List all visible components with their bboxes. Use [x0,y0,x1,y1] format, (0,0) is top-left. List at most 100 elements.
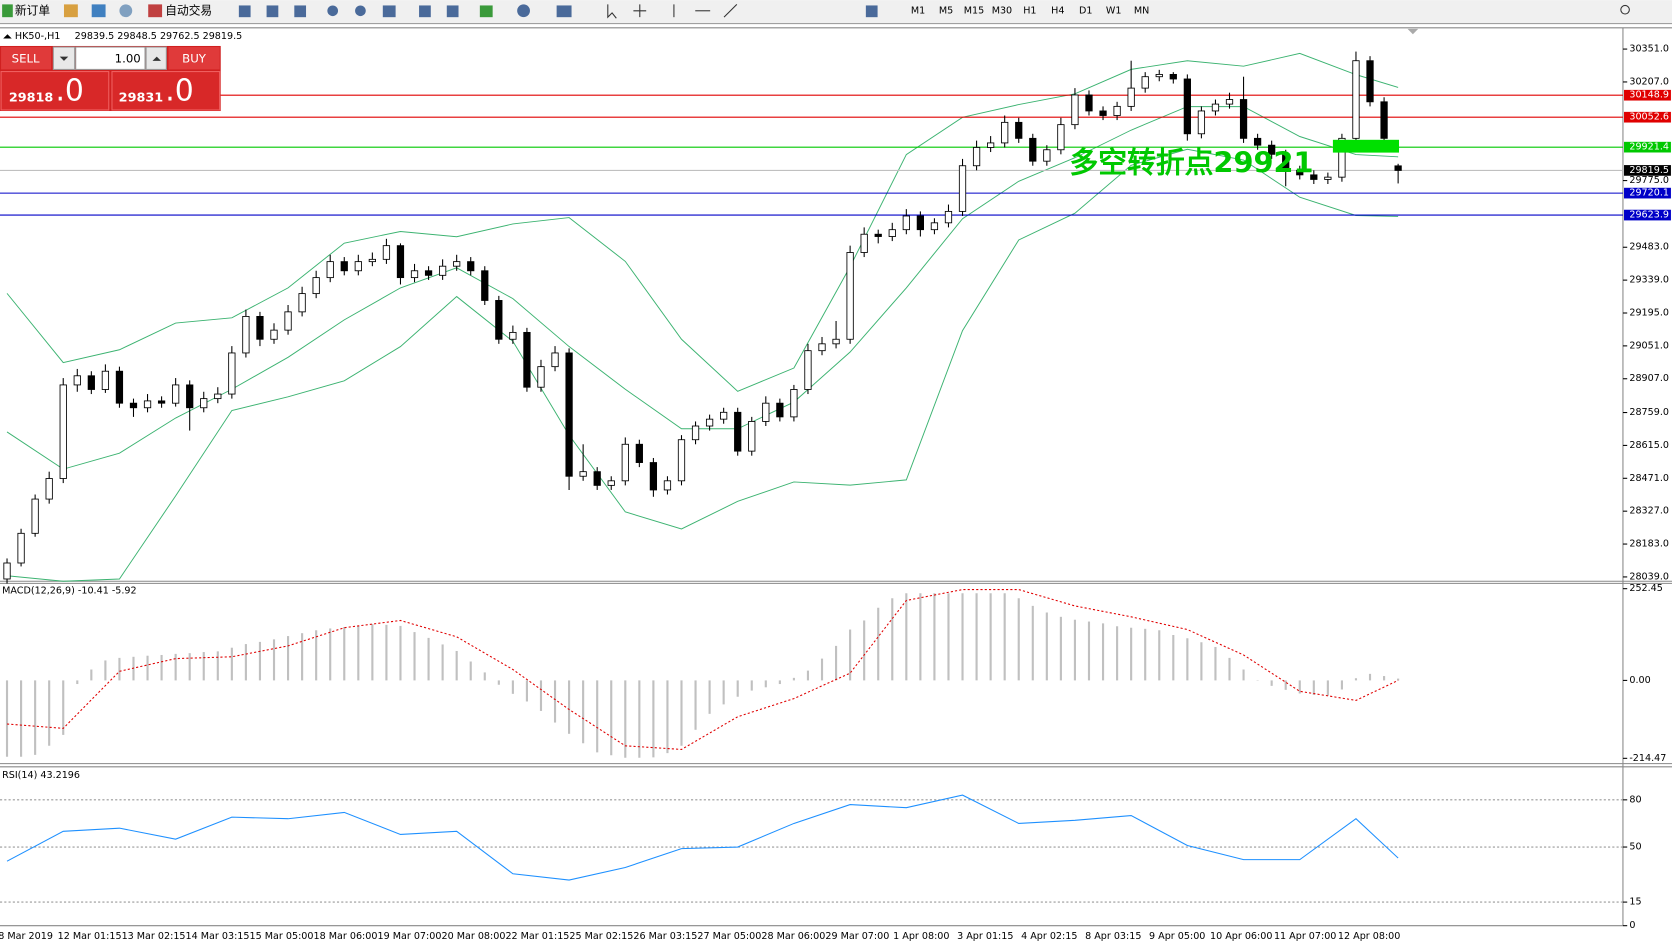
candle-body [1225,99,1234,105]
x-tick-label: 20 Mar 08:00 [441,931,505,942]
candle-body [1127,87,1135,107]
candle-body [705,418,714,427]
bid-frac[interactable]: .0 [55,73,83,108]
y-tick-label: 29339.0 [1629,275,1669,286]
candle-body [1057,124,1065,151]
icon[interactable] [63,4,78,18]
icon[interactable] [865,5,878,18]
lot-value[interactable]: 1.00 [115,51,141,65]
candle-body [101,370,110,390]
lot-input[interactable] [75,46,146,70]
icon[interactable] [446,5,459,18]
candle-body [874,233,882,237]
buy-button[interactable] [168,47,220,70]
new-order-icon[interactable] [2,4,13,18]
sell-button[interactable] [1,47,52,70]
candle-body [31,498,39,534]
buy-label[interactable]: BUY [182,51,207,65]
toolbar [0,0,1672,24]
price-level-label: 30148.9 [1629,90,1669,101]
icon[interactable] [723,4,738,18]
candle-body [987,142,995,148]
price-level-label: 29720.1 [1629,188,1669,199]
candle-body [129,402,138,409]
candle-body [438,265,447,276]
icon[interactable] [419,5,431,18]
bollinger-upper [6,52,1399,392]
icon[interactable] [479,5,493,18]
timeframe-button[interactable]: W1 [1106,5,1122,16]
candle-body [677,439,686,482]
price-level-tag [1624,209,1671,221]
timeframe-button[interactable]: M30 [992,5,1012,16]
ask-frac[interactable]: .0 [165,73,193,108]
y-tick-label: 0.00 [1629,675,1650,686]
rsi-title: RSI(14) 43.2196 [2,770,80,781]
candle-body [172,384,180,404]
macd-signal [6,589,1399,750]
bollinger-lower [6,148,1399,582]
price-level-label: 29921.4 [1629,142,1669,153]
candle-body [1239,99,1248,139]
candle-body [523,331,531,388]
candle-body [1310,174,1318,180]
timeframe-button[interactable]: H1 [1023,5,1036,16]
icon[interactable] [294,5,307,18]
candle-body [3,562,11,580]
candle-body [1001,121,1009,144]
candle-body [186,384,194,409]
candle-body [410,270,419,279]
icon[interactable] [327,5,339,17]
icon[interactable] [119,4,133,18]
annotation: 多空转折点29921 [1070,145,1314,179]
pivot-marker [1332,139,1400,153]
icon[interactable] [91,4,106,18]
candle-body [45,478,53,500]
icon[interactable] [382,5,396,18]
timeframe-button[interactable]: MN [1134,5,1149,16]
candle-body [944,210,953,224]
candle-body [663,480,672,491]
icon[interactable] [238,5,251,18]
new-order-button[interactable]: 新订单 [15,3,50,17]
candle-body [635,443,643,463]
macd-title: MACD(12,26,9) -10.41 -5.92 [2,585,137,596]
icon[interactable] [355,5,366,17]
timeframe-button[interactable]: D1 [1079,5,1092,16]
x-tick-label: 19 Mar 07:00 [377,931,441,942]
timeframe-button[interactable]: H4 [1051,5,1064,16]
y-tick-label: 0 [1629,920,1635,931]
ask-main[interactable]: 29831 [119,91,164,106]
auto-trade-button[interactable]: 自动交易 [165,3,212,17]
candle-body [382,245,391,260]
last-price-label: 29819.5 [1629,165,1669,176]
candle-body [1253,137,1262,146]
x-tick-label: 12 Mar 01:15 [58,931,122,942]
buy-price-box[interactable] [111,71,221,111]
icon[interactable] [517,4,530,18]
collapse-icon [3,34,12,39]
candle-body [607,480,615,486]
candle-body [972,147,981,167]
y-tick-label: 28471.0 [1629,473,1669,484]
icon[interactable] [266,5,279,18]
y-tick-label: 28615.0 [1629,440,1669,451]
x-tick-label: 9 Apr 05:00 [1149,931,1205,942]
auto-trade-icon[interactable] [148,4,163,18]
search-icon[interactable] [1620,4,1630,15]
icon[interactable] [633,4,647,18]
last-price-tag [1624,165,1671,176]
icon[interactable] [556,5,572,18]
sell-price-box[interactable] [0,71,110,111]
timeframe-button[interactable]: M1 [911,5,925,16]
x-tick-label: 28 Mar 06:00 [761,931,825,942]
timeframe-button[interactable]: M15 [964,5,984,16]
candle-body [537,366,545,388]
icon[interactable] [607,4,617,19]
bid-main[interactable]: 29818 [9,91,54,106]
y-tick-label: 30207.0 [1629,76,1669,87]
sell-label[interactable]: SELL [12,51,40,65]
timeframe-button[interactable]: M5 [939,5,953,16]
candle-body [1099,110,1107,116]
candle-body [790,389,798,418]
